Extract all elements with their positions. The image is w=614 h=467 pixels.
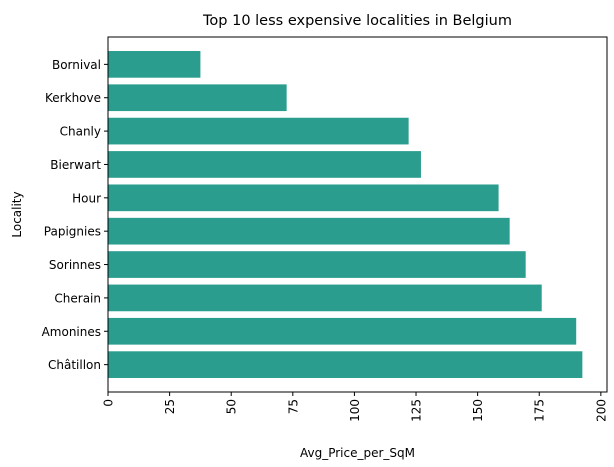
y-tick-label: Châtillon xyxy=(48,358,101,372)
chart-title: Top 10 less expensive localities in Belg… xyxy=(202,13,512,29)
x-tick-label: 125 xyxy=(410,399,424,422)
y-axis-label: Locality xyxy=(10,191,24,237)
bars-group xyxy=(108,51,583,378)
bar-cherain xyxy=(108,284,542,312)
bar-bornival xyxy=(108,51,201,78)
bar-amonines xyxy=(108,317,577,345)
y-tick-label: Chanly xyxy=(60,125,101,139)
x-tick-label: 0 xyxy=(102,399,116,407)
x-tick-label: 200 xyxy=(594,399,608,422)
y-tick-label: Hour xyxy=(72,191,101,205)
x-tick-label: 150 xyxy=(471,399,485,422)
bar-châtillon xyxy=(108,351,583,378)
y-tick-label: Amonines xyxy=(42,325,101,339)
bar-bierwart xyxy=(108,151,421,178)
bar-chanly xyxy=(108,117,409,145)
x-tick-label: 25 xyxy=(163,399,177,414)
bar-sorinnes xyxy=(108,251,526,278)
y-tick-label: Cherain xyxy=(54,291,101,305)
y-tick-label: Papignies xyxy=(44,225,101,239)
y-tick-label: Bornival xyxy=(52,58,101,72)
x-axis-ticks: 0 25 50 75 100 125 150 175 200 xyxy=(102,392,608,422)
x-tick-label: 75 xyxy=(286,399,300,414)
y-tick-label: Sorinnes xyxy=(49,258,101,272)
x-axis-label: Avg_Price_per_SqM xyxy=(300,446,415,460)
bar-papignies xyxy=(108,217,510,245)
plot-frame xyxy=(107,36,608,393)
y-tick-label: Kerkhove xyxy=(45,91,101,105)
x-tick-label: 100 xyxy=(348,399,362,422)
bar-kerkhove xyxy=(108,84,287,112)
x-tick-label: 175 xyxy=(533,399,547,422)
x-tick-label: 50 xyxy=(225,399,239,414)
bar-hour xyxy=(108,184,499,212)
y-tick-label: Bierwart xyxy=(50,158,101,172)
y-axis-ticks: Bornival Kerkhove Chanly Bierwart Hour Papign… xyxy=(42,58,108,372)
